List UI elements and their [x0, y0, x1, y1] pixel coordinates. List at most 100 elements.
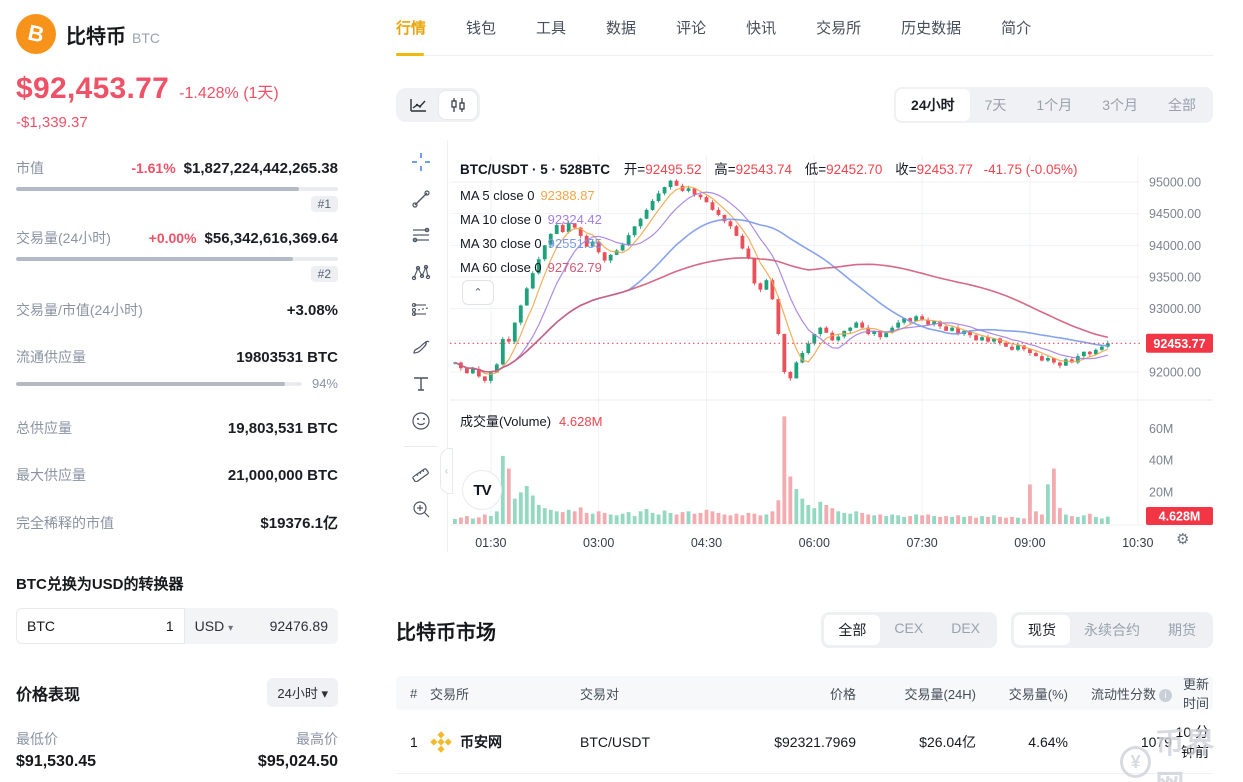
volume24h-rank-badge: #2	[310, 266, 338, 282]
range-3m[interactable]: 3个月	[1102, 97, 1138, 113]
circulating-bar	[16, 381, 302, 386]
coin-title: 比特币 BTC	[66, 20, 160, 49]
converter-to-value: 92476.89	[269, 618, 328, 634]
line-chart-button[interactable]	[398, 90, 438, 120]
row-price: $92321.7969	[774, 733, 856, 750]
filter-perpetual[interactable]: 永续合约	[1084, 622, 1140, 638]
info-icon[interactable]: i	[1159, 688, 1172, 702]
table-row[interactable]: 1 币安网 BTC/USDT $92321.7969 $26.04亿 4.64%…	[396, 710, 1213, 774]
bar-change: -41.75 (-0.05%)	[983, 162, 1078, 177]
coin-change-abs: -$1,339.37	[16, 114, 88, 131]
projection-icon[interactable]	[408, 298, 434, 322]
drawing-toolbar	[396, 150, 446, 521]
svg-text:92453.77: 92453.77	[1153, 337, 1205, 351]
toolbar-divider-line	[447, 140, 448, 552]
tab-exchanges[interactable]: 交易所	[816, 20, 862, 37]
ma60-value: 92762.79	[547, 260, 602, 275]
tab-news[interactable]: 快讯	[746, 20, 777, 37]
tab-history[interactable]: 历史数据	[901, 20, 962, 37]
kline-chart[interactable]: 01:30 03:00 04:30 06:00 07:30 09:00 10:30 95000…	[450, 148, 1213, 560]
main-content: 行情 钱包 工具 数据 评论 快讯 交易所 历史数据 简介 24小时 7天	[396, 0, 1213, 782]
xabcd-pattern-icon[interactable]	[408, 261, 434, 285]
filter-cex[interactable]: CEX	[894, 620, 924, 636]
marketcap-label: 市值	[16, 160, 44, 176]
exchange-type-filter: 全部 CEX DEX	[821, 612, 997, 648]
coin-header: B 比特币 BTC	[16, 14, 338, 54]
tab-comments[interactable]: 评论	[676, 20, 707, 37]
max-supply-label: 最大供应量	[16, 467, 86, 483]
chart-settings-gear-icon[interactable]: ⚙	[1176, 531, 1190, 548]
row-pair: BTC/USDT	[580, 733, 650, 750]
text-tool-icon[interactable]	[408, 372, 434, 396]
coin-symbol: BTC	[132, 29, 160, 46]
svg-text:07:30: 07:30	[906, 536, 937, 550]
fdv-label: 完全稀释的市值	[16, 515, 114, 531]
ruler-icon[interactable]	[408, 460, 434, 484]
market-title: 比特币市场	[396, 621, 496, 644]
tab-quotes[interactable]: 行情	[396, 0, 426, 56]
panel-collapse-handle[interactable]: ‹	[440, 448, 453, 494]
svg-text:04:30: 04:30	[691, 536, 722, 550]
row-liquidity: 1079	[1140, 733, 1172, 750]
volume-current: 4.628M	[559, 414, 603, 429]
market-type-filter: 现货 永续合约 期货	[1011, 612, 1213, 648]
converter-from-field[interactable]: BTC 1	[16, 608, 185, 644]
emoji-tool-icon[interactable]	[408, 409, 434, 433]
performance-range-dropdown[interactable]: 24小时 ▾	[267, 678, 338, 707]
svg-text:95000.00: 95000.00	[1149, 176, 1201, 190]
tab-data[interactable]: 数据	[606, 20, 637, 37]
tab-wallet[interactable]: 钱包	[466, 20, 497, 37]
high-value: 92543.74	[735, 162, 792, 177]
high-value: $95,024.50	[257, 753, 338, 770]
tab-tools[interactable]: 工具	[536, 20, 567, 37]
filter-futures[interactable]: 期货	[1168, 622, 1196, 638]
coin-price: $92,453.77	[16, 72, 170, 105]
exchange-name[interactable]: 币安网	[460, 733, 502, 750]
section-tabs: 行情 钱包 工具 数据 评论 快讯 交易所 历史数据 简介	[396, 0, 1213, 56]
circulating-pct: 94%	[311, 376, 338, 391]
filter-spot[interactable]: 现货	[1014, 615, 1070, 645]
vol-mcap-value: +3.08%	[286, 302, 338, 319]
marketcap-change: -1.61%	[131, 160, 176, 176]
close-value: 92453.77	[916, 162, 973, 177]
chart-area: 01:30 03:00 04:30 06:00 07:30 09:00 10:30 95000…	[396, 140, 1213, 560]
svg-text:20M: 20M	[1149, 485, 1173, 499]
filter-all[interactable]: 全部	[824, 615, 881, 645]
ohlc-header: BTC/USDT · 5 · 528BTC 开=92495.52 高=92543…	[460, 162, 1078, 177]
low-value: $91,530.45	[16, 753, 97, 770]
binance-logo-icon	[430, 730, 452, 753]
converter-from-currency: BTC	[27, 618, 55, 634]
range-all[interactable]: 全部	[1168, 97, 1196, 113]
fdv-value: $19376.1亿	[260, 515, 338, 532]
fib-lines-icon[interactable]	[408, 224, 434, 248]
candle-chart-button[interactable]	[438, 90, 478, 120]
line-chart-icon	[409, 98, 426, 112]
coin-name: 比特币	[66, 25, 126, 48]
legend-collapse-button[interactable]: ⌃	[462, 280, 494, 305]
low-label: 最低价	[16, 731, 58, 747]
crosshair-icon[interactable]	[408, 150, 434, 174]
trendline-icon[interactable]	[408, 187, 434, 211]
converter-to-dropdown[interactable]: USD ▾	[194, 618, 234, 634]
svg-text:03:00: 03:00	[583, 536, 614, 550]
svg-text:40M: 40M	[1149, 454, 1173, 468]
zoom-in-icon[interactable]	[408, 497, 434, 521]
range-7d[interactable]: 7天	[984, 97, 1007, 113]
svg-text:93000.00: 93000.00	[1149, 302, 1201, 316]
marketcap-bar	[16, 187, 338, 191]
range-1m[interactable]: 1个月	[1036, 97, 1073, 113]
tradingview-logo[interactable]: TV	[462, 470, 502, 510]
range-24h[interactable]: 24小时	[896, 89, 970, 121]
tab-about[interactable]: 简介	[1001, 20, 1032, 37]
filter-dex[interactable]: DEX	[951, 620, 980, 636]
max-supply-value: 21,000,000 BTC	[227, 467, 338, 484]
ma10-value: 92324.42	[547, 212, 602, 227]
high-label: 最高价	[296, 731, 338, 747]
performance-title: 价格表现	[16, 686, 81, 704]
marketcap-value: $1,827,224,442,265.38	[183, 160, 338, 177]
circulating-label: 流通供应量	[16, 349, 86, 365]
svg-text:94000.00: 94000.00	[1149, 239, 1201, 253]
brush-icon[interactable]	[408, 335, 434, 359]
converter-from-value[interactable]: 1	[165, 618, 174, 634]
